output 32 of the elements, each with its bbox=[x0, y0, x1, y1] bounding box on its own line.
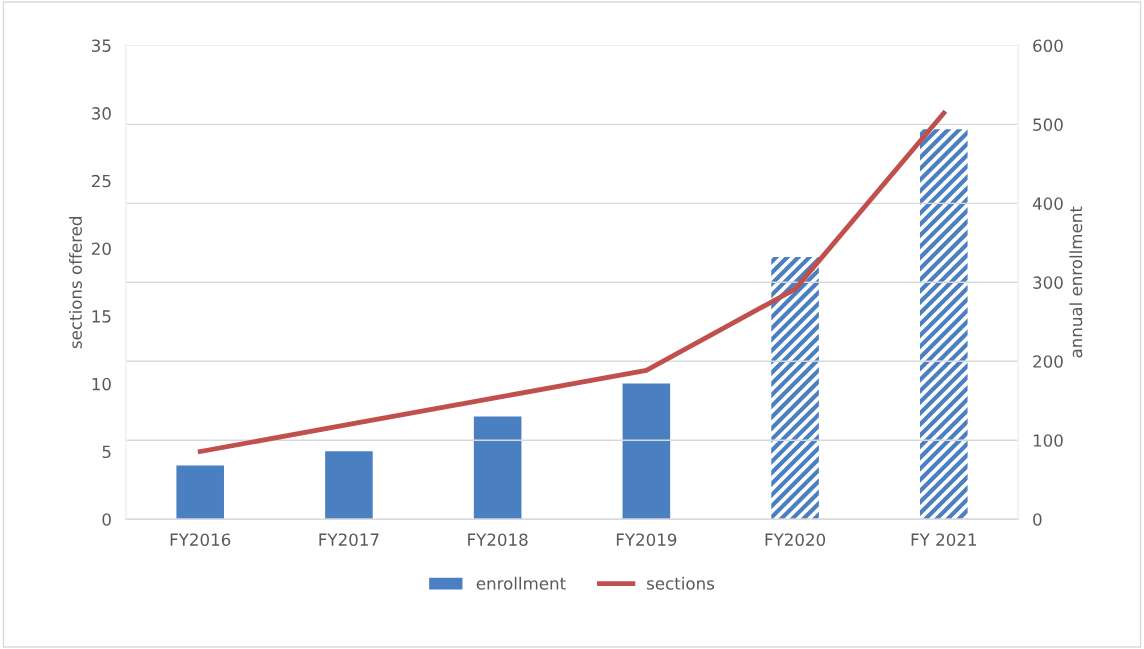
y2-tick-label: 500 bbox=[1033, 118, 1063, 131]
x-tick-label: FY2018 bbox=[468, 533, 528, 546]
y2-tick-label: 0 bbox=[1033, 513, 1042, 526]
y-tick-label: 0 bbox=[102, 513, 111, 526]
bar bbox=[176, 465, 224, 520]
bar bbox=[771, 257, 819, 520]
line-series bbox=[197, 110, 947, 454]
y2-tick-label: 600 bbox=[1033, 39, 1063, 52]
y-tick-label: 15 bbox=[92, 310, 111, 323]
y2-tick-label: 100 bbox=[1033, 434, 1063, 447]
y-tick-label: 20 bbox=[91, 242, 111, 256]
y2-axis-title: annual enrollment bbox=[1069, 206, 1083, 358]
bar bbox=[622, 383, 671, 520]
y-tick-label: 30 bbox=[92, 107, 111, 120]
y2-tick-label: 400 bbox=[1032, 197, 1063, 210]
bar bbox=[473, 416, 522, 520]
bar bbox=[325, 451, 373, 520]
x-tick-label: FY2020 bbox=[765, 533, 826, 546]
legend-label: sections bbox=[647, 576, 715, 590]
y-tick-label: 25 bbox=[91, 174, 111, 188]
x-tick-label: FY2019 bbox=[616, 533, 677, 546]
bar bbox=[920, 129, 968, 520]
x-tick-label: FY2017 bbox=[319, 533, 379, 546]
legend-label: enrollment bbox=[476, 576, 566, 590]
y-axis-title: sections offered bbox=[69, 217, 82, 349]
x-tick-label: FY 2021 bbox=[911, 533, 976, 546]
y2-tick-label: 200 bbox=[1033, 355, 1063, 368]
y2-tick-label: 300 bbox=[1033, 276, 1063, 289]
y-tick-label: 10 bbox=[92, 377, 111, 391]
x-tick-label: FY2016 bbox=[170, 533, 231, 546]
y-tick-label: 35 bbox=[92, 39, 111, 52]
y-tick-label: 5 bbox=[102, 445, 111, 459]
